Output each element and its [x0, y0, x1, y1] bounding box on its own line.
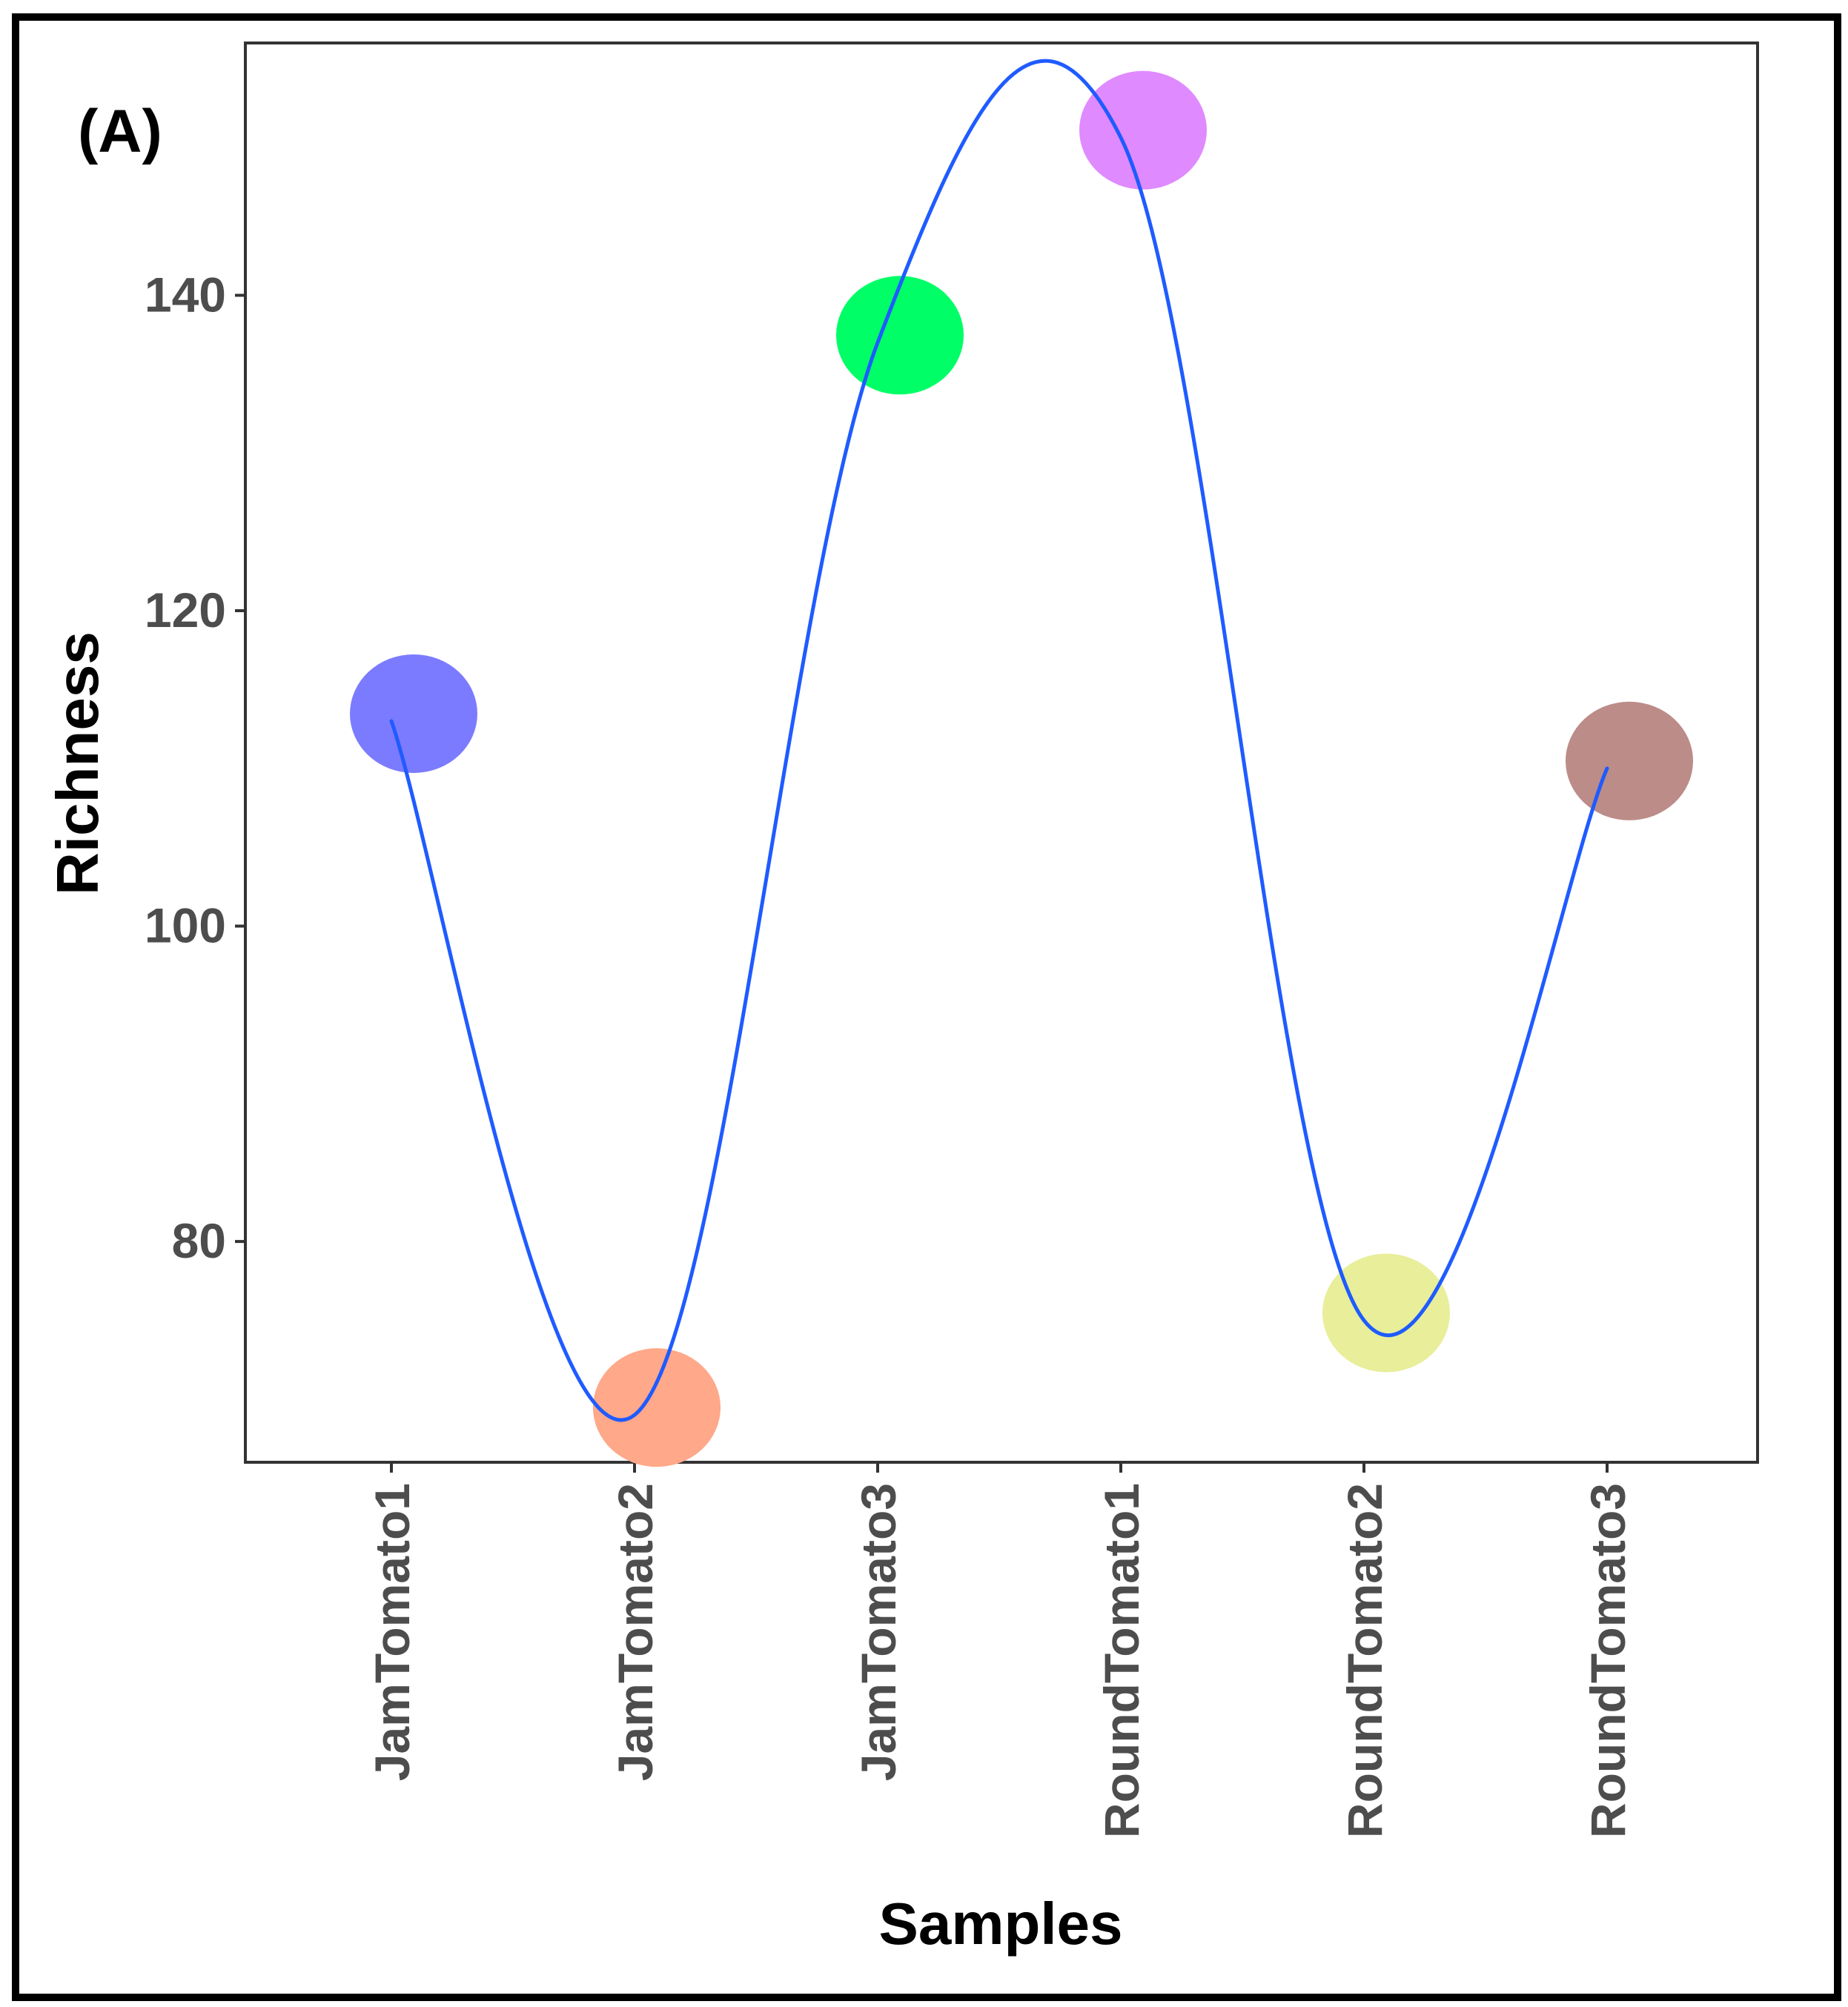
data-point-JamTomato1: [350, 654, 477, 773]
y-tick-label: 80: [172, 1213, 226, 1268]
y-axis: 80 100 120 140: [145, 267, 245, 1268]
x-tick-label: JamTomato3: [851, 1483, 906, 1781]
x-tick-label: JamTomato2: [608, 1483, 663, 1781]
x-axis: JamTomato1 JamTomato2 JamTomato3 RoundTomat…: [365, 1462, 1635, 1838]
data-point-JamTomato2: [593, 1348, 721, 1467]
x-tick-label: JamTomato1: [365, 1483, 420, 1781]
x-tick-label: RoundTomato3: [1580, 1483, 1635, 1838]
y-tick-label: 100: [145, 898, 226, 953]
x-tick-label: RoundTomato2: [1337, 1483, 1392, 1838]
data-point-RoundTomato2: [1322, 1253, 1450, 1373]
y-tick-label: 120: [145, 583, 226, 637]
panel-label: (A): [78, 98, 162, 165]
series-line: [389, 59, 1609, 1422]
points-layer: [350, 70, 1693, 1467]
data-point-JamTomato3: [836, 276, 964, 395]
x-tick-label: RoundTomato1: [1094, 1483, 1149, 1838]
x-axis-title: Samples: [878, 1891, 1122, 1957]
data-point-RoundTomato1: [1079, 70, 1207, 190]
y-axis-title: Richness: [44, 631, 110, 895]
data-point-RoundTomato3: [1566, 701, 1693, 820]
plot-panel: [244, 42, 1759, 1464]
y-tick-label: 140: [145, 267, 226, 322]
